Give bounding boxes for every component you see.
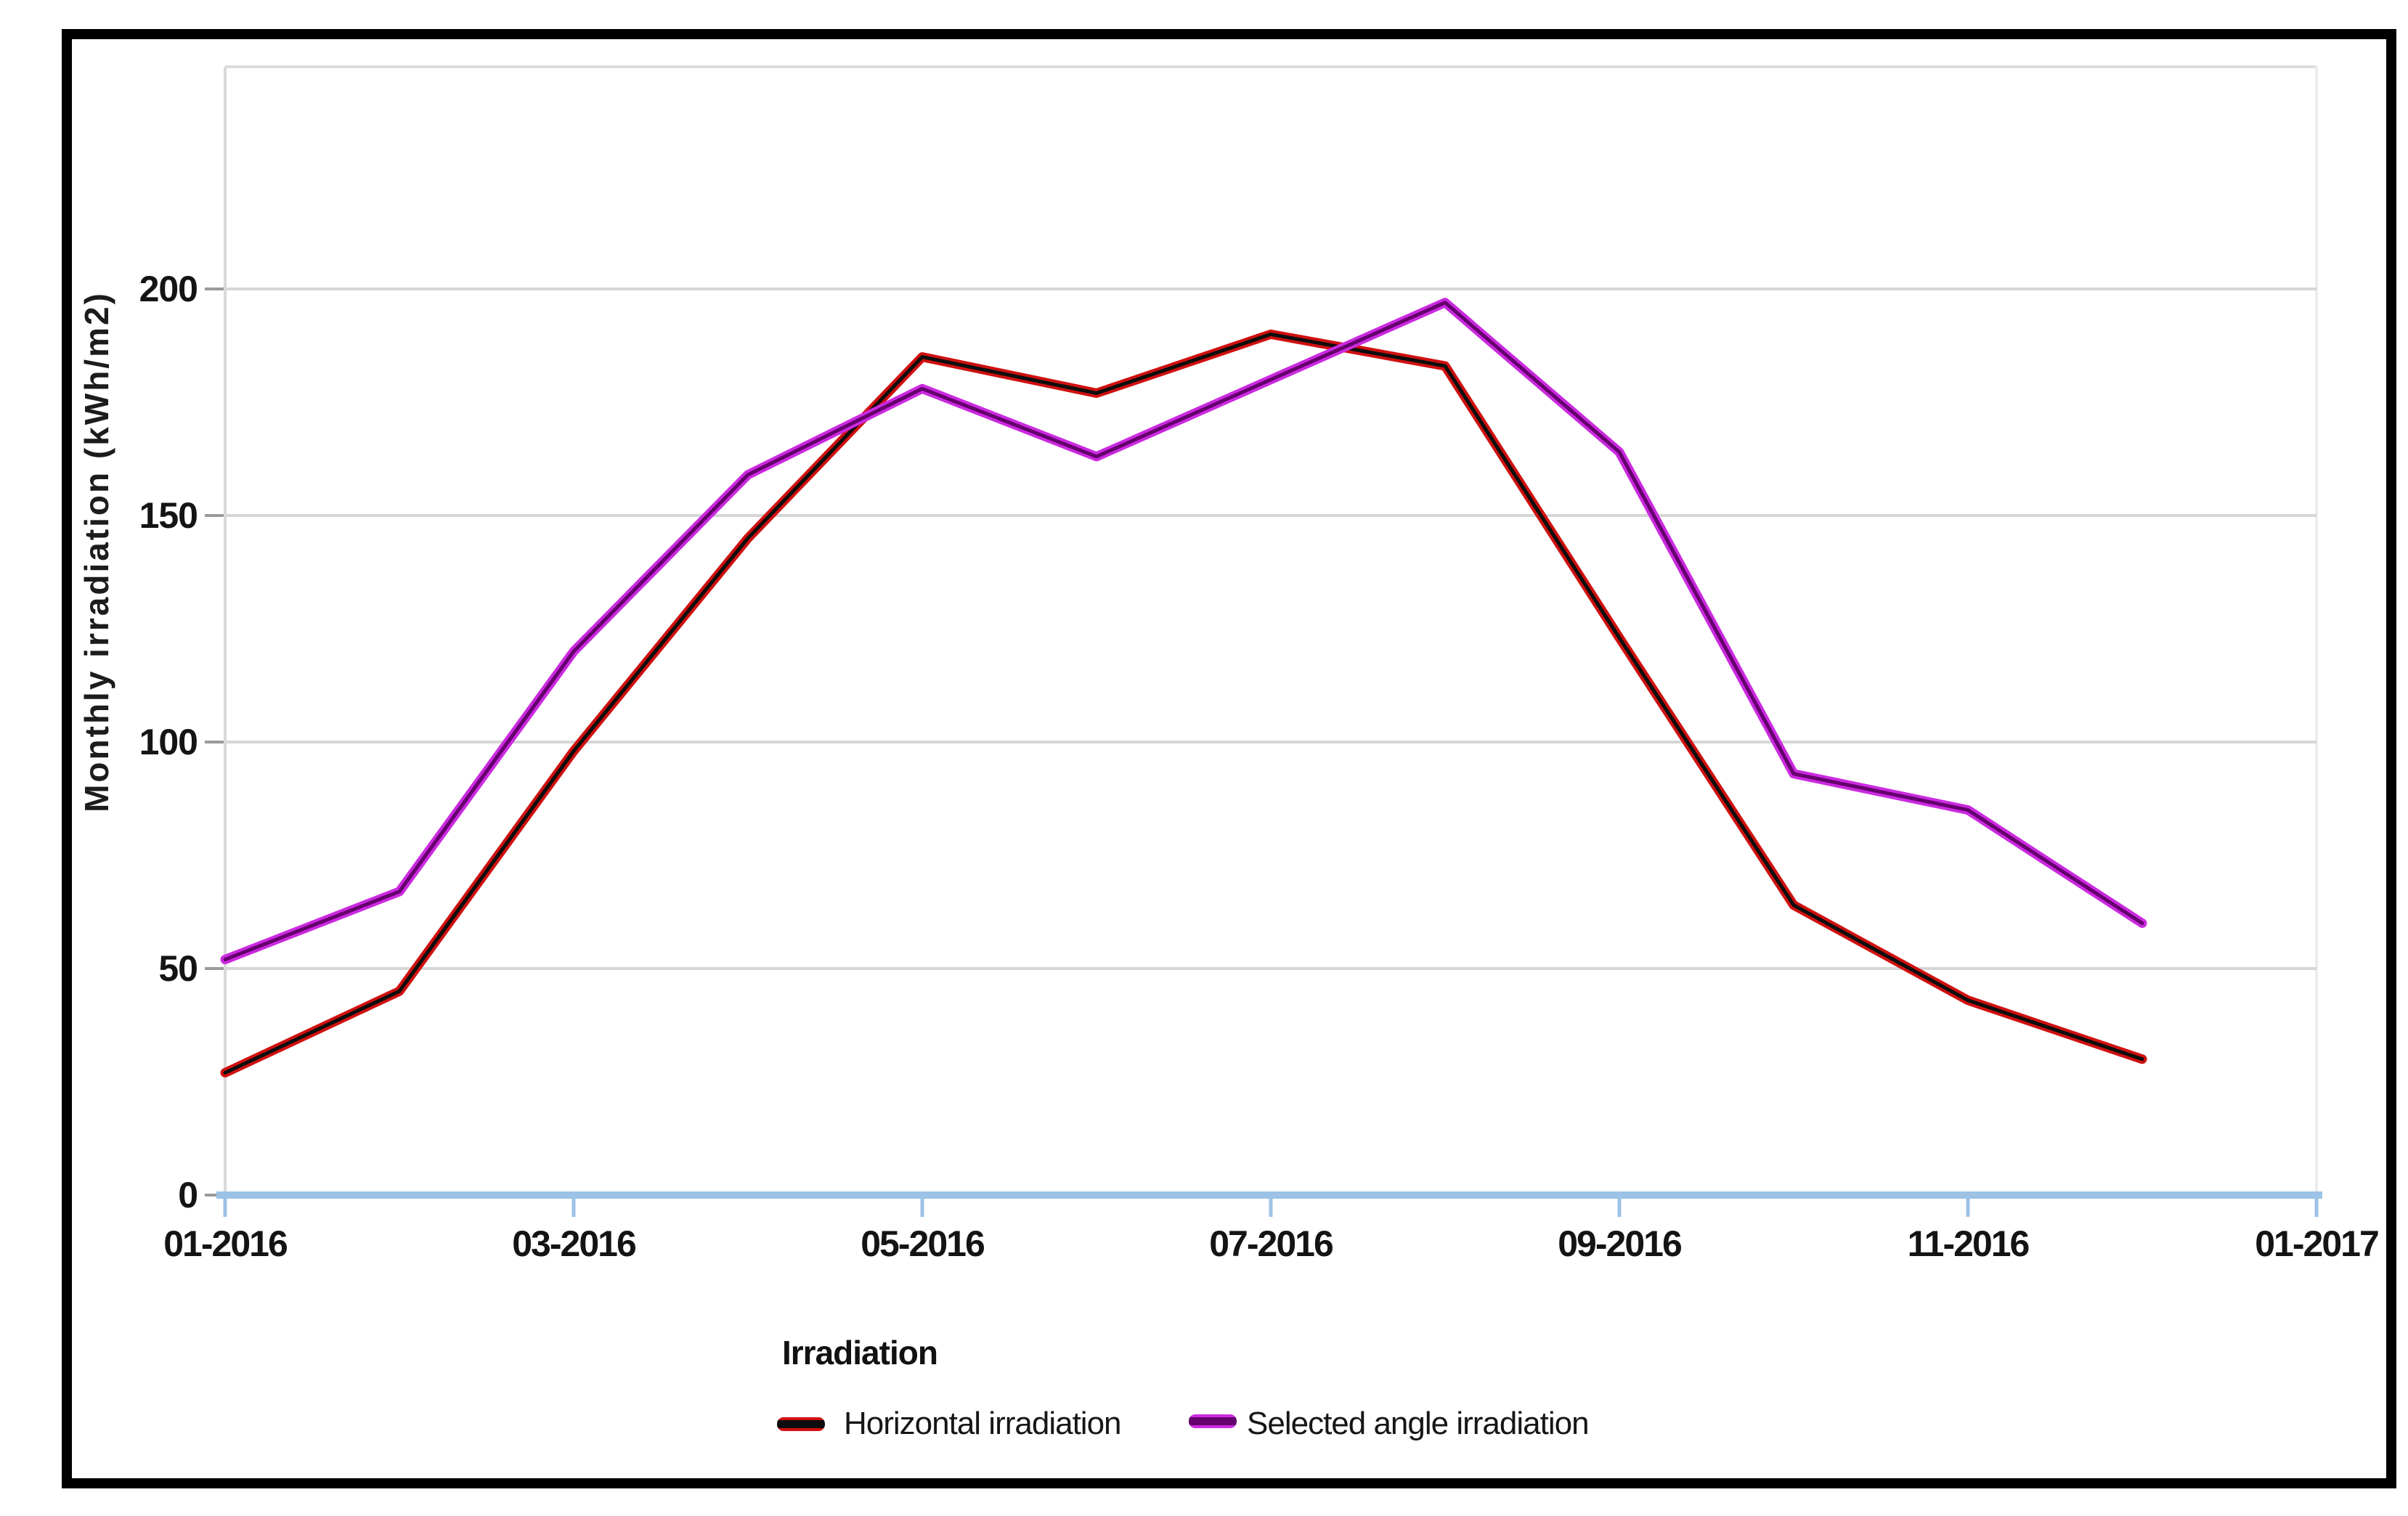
y-tick-label-50: 50 xyxy=(158,948,198,989)
x-tick-label-01-2016: 01-2016 xyxy=(163,1223,288,1264)
x-tick-label-09-2016: 09-2016 xyxy=(1558,1223,1683,1264)
x-tick-label-05-2016: 05-2016 xyxy=(861,1223,985,1264)
x-tick-label-11-2016: 11-2016 xyxy=(1907,1223,2030,1264)
chart-frame-border xyxy=(62,29,2396,1488)
series-line-1 xyxy=(223,301,2144,962)
y-tick-label-150: 150 xyxy=(139,495,198,536)
series-halo-0 xyxy=(220,329,2147,1078)
x-tick-label-01-2017: 01-2017 xyxy=(2255,1223,2380,1264)
x-tick-label-07-2016: 07-2016 xyxy=(1209,1223,1334,1264)
series-halo-1 xyxy=(220,298,2147,965)
y-tick-label-200: 200 xyxy=(139,269,198,309)
y-tick-label-100: 100 xyxy=(139,722,198,762)
series-line-0 xyxy=(223,332,2144,1075)
y-tick-label-0: 0 xyxy=(178,1175,198,1215)
x-tick-label-03-2016: 03-2016 xyxy=(512,1223,637,1264)
